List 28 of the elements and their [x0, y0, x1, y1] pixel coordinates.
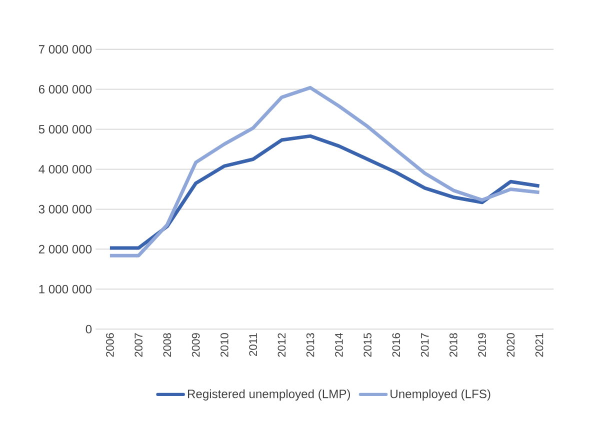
x-tick-label: 2007 [134, 333, 142, 357]
legend-label: Unemployed (LFS) [390, 389, 490, 401]
y-tick-label: 4 000 000 [38, 165, 92, 174]
y-tick-label: 7 000 000 [38, 45, 92, 54]
x-tick-label: 2008 [163, 333, 172, 357]
y-tick-label: 2 000 000 [38, 245, 92, 254]
y-tick-label: 0 [86, 324, 92, 334]
line-series [108, 86, 542, 258]
x-tick-label: 2013 [306, 333, 314, 357]
x-tick-label: 2006 [106, 333, 114, 357]
x-tick-label: 2018 [450, 333, 458, 357]
x-tick-label: 2014 [335, 333, 343, 357]
line-series [108, 134, 542, 250]
x-tick-label: 2010 [220, 333, 228, 357]
y-tick-label: 6 000 000 [38, 85, 92, 94]
x-tick-label: 2009 [192, 333, 200, 357]
x-tick-label: 2012 [278, 333, 286, 357]
x-tick-label: 2017 [420, 333, 429, 357]
legend-label: Registered unemployed (LMP) [188, 389, 350, 401]
x-tick-label: 2021 [535, 333, 544, 357]
x-tick-label: 2015 [364, 333, 372, 357]
x-tick-label: 2016 [392, 333, 400, 357]
x-tick-label: 2011 [249, 333, 257, 356]
y-tick-label: 5 000 000 [38, 125, 92, 134]
x-tick-label: 2019 [478, 333, 486, 357]
y-tick-label: 1 000 000 [39, 284, 92, 294]
x-tick-label: 2020 [506, 333, 515, 357]
y-tick-label: 3 000 000 [38, 205, 92, 214]
